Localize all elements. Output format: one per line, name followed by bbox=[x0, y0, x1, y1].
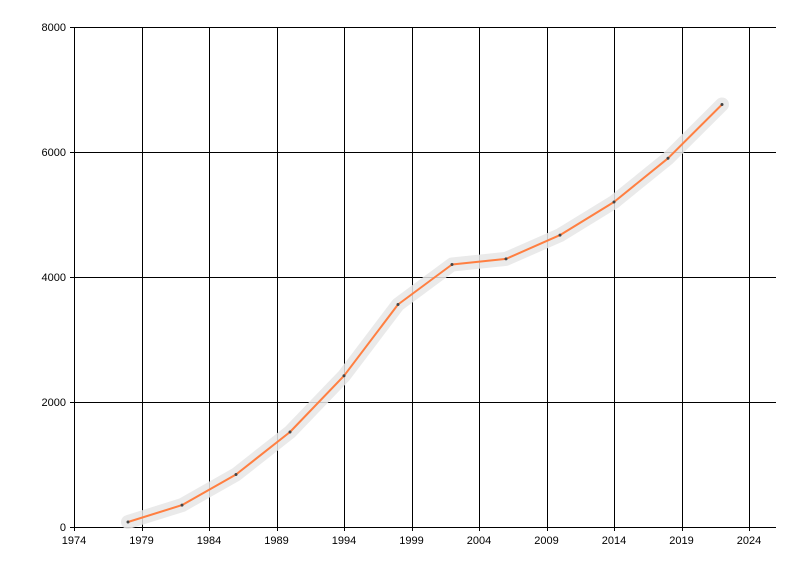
y-tick-label: 6000 bbox=[42, 147, 66, 159]
x-tick-label: 2004 bbox=[467, 535, 491, 547]
data-point bbox=[126, 520, 130, 524]
y-tick-label: 2000 bbox=[42, 397, 66, 409]
grid bbox=[74, 27, 776, 527]
x-tick-label: 2024 bbox=[737, 535, 761, 547]
y-tick-label: 4000 bbox=[42, 272, 66, 284]
data-point bbox=[396, 303, 400, 306]
data-point bbox=[180, 503, 184, 507]
x-tick-label: 2019 bbox=[669, 535, 693, 547]
x-tick-label: 1979 bbox=[129, 535, 153, 547]
data-point bbox=[342, 374, 346, 378]
x-tick-label: 2014 bbox=[602, 535, 626, 547]
series-line bbox=[127, 103, 723, 523]
data-point bbox=[450, 263, 454, 266]
y-tick-label: 0 bbox=[60, 522, 66, 534]
x-tick-label: 1994 bbox=[332, 535, 356, 547]
confidence-band bbox=[121, 97, 729, 529]
data-point bbox=[612, 200, 616, 204]
series-layer bbox=[126, 103, 724, 524]
data-point bbox=[504, 257, 508, 261]
x-tick-label: 1984 bbox=[197, 535, 221, 547]
data-point bbox=[558, 233, 562, 237]
data-point bbox=[288, 430, 292, 434]
data-point bbox=[720, 103, 724, 106]
axes bbox=[70, 27, 776, 531]
series-band bbox=[121, 97, 729, 529]
x-tick-label: 1999 bbox=[399, 535, 423, 547]
data-point bbox=[666, 156, 670, 160]
data-point bbox=[234, 473, 238, 476]
x-tick-label: 2009 bbox=[534, 535, 558, 547]
x-tick-label: 1989 bbox=[264, 535, 288, 547]
tick-labels: 1974 1979 1984 1989 1994 1999 2004 2009 2014 2019… bbox=[42, 22, 762, 547]
x-tick-label: 1974 bbox=[62, 535, 86, 547]
y-tick-label: 8000 bbox=[42, 22, 66, 34]
